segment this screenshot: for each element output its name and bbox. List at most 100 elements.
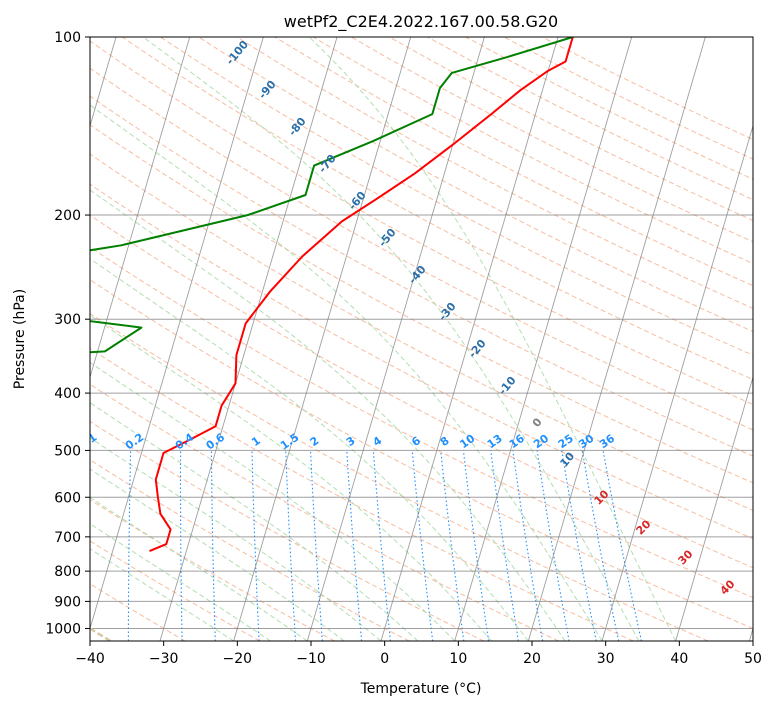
isotherm-line — [159, 37, 338, 641]
mixing-ratio-label: 0.1 — [76, 431, 99, 453]
x-tick-label: 30 — [597, 651, 615, 667]
y-tick-label: 900 — [54, 594, 81, 610]
moist-adiabat-line — [90, 189, 566, 641]
mixing-ratio-line — [512, 450, 544, 641]
dry-adiabat-line — [90, 347, 634, 641]
mixing-ratio-label: 6 — [409, 434, 423, 449]
moist-adiabat-line — [90, 104, 603, 641]
mixing-ratio-label: 0.6 — [204, 430, 228, 452]
mixing-ratio-label: 13 — [485, 432, 505, 451]
isotherm-line — [306, 37, 485, 641]
sounding-series — [90, 37, 574, 553]
mixing-ratio-label: 4 — [370, 434, 384, 449]
moist-adiabat-label: 30 — [676, 547, 696, 567]
moist-adiabat-label: 40 — [718, 577, 738, 597]
mixing-ratio-line — [285, 450, 297, 641]
mixing-ratio-label: 0.4 — [173, 430, 197, 452]
x-tick-label: −10 — [296, 651, 326, 667]
y-tick-label: 200 — [54, 208, 81, 224]
dry-adiabat-line — [273, 37, 753, 287]
mixing-ratio-line — [346, 450, 363, 641]
y-axis-title: Pressure (hPa) — [12, 289, 28, 389]
moist-adiabat-line — [90, 361, 456, 641]
mixing-ratio-line — [309, 450, 323, 641]
x-tick-label: −30 — [149, 651, 179, 667]
dry-adiabat-line — [90, 124, 753, 484]
mixing-ratio-line — [440, 450, 465, 641]
moist-adiabat-label: 20 — [634, 517, 654, 537]
plot-area: -100-90-80-70-60-50-40-30-20-10010102030… — [76, 37, 753, 641]
dry-adiabat-label: -40 — [406, 263, 429, 287]
dry-adiabat-line — [90, 583, 186, 641]
dewpoint-line — [90, 37, 574, 354]
plot-frame — [89, 36, 754, 642]
x-tick-label: 10 — [449, 651, 467, 667]
mixing-ratio-line — [602, 450, 643, 641]
dry-adiabat-line — [426, 37, 753, 201]
x-tick-label: 50 — [744, 651, 762, 667]
dry-adiabat-label: -80 — [286, 115, 309, 139]
dry-adiabat-line — [121, 37, 753, 381]
moist-adiabat-line — [90, 437, 382, 641]
mixing-ratio-label: 1.5 — [278, 431, 301, 453]
dry-adiabat-line — [90, 153, 753, 511]
mixing-ratio-label: 10 — [457, 432, 477, 452]
dry-adiabat-label: -30 — [436, 300, 459, 324]
y-tick-label: 1000 — [45, 621, 81, 637]
dry-adiabat-label: 10 — [557, 449, 577, 469]
dry-adiabat-label: -70 — [316, 152, 339, 176]
isotherms — [90, 37, 753, 641]
isotherm-line — [233, 37, 412, 641]
x-axis-title: Temperature (°C) — [360, 681, 482, 697]
moist-adiabat-line — [90, 468, 345, 641]
pressure-gridlines — [90, 37, 753, 629]
moist-adiabat-line — [308, 37, 677, 641]
mixing-ratio-lines — [127, 450, 643, 641]
dry-adiabat-line — [90, 40, 753, 405]
moist-adiabat-line — [90, 548, 234, 641]
moist-adiabat-line — [90, 402, 419, 641]
dry-adiabat-line — [90, 95, 753, 457]
y-tick-label: 300 — [54, 312, 81, 328]
mixing-ratio-line — [372, 450, 392, 641]
mixing-ratio-line — [462, 450, 490, 641]
mixing-ratio-line — [251, 450, 260, 641]
mixing-ratio-line — [179, 450, 183, 641]
dry-adiabat-line — [90, 499, 335, 641]
isotherm-line — [675, 375, 753, 641]
dry-adiabat-line — [90, 246, 753, 599]
moist-adiabat-line — [90, 523, 271, 641]
isotherm-line — [527, 37, 706, 641]
y-axis: 1000 900 800 700 600 500 400 300 200 100 — [45, 30, 90, 637]
mixing-ratio-label: 3 — [344, 434, 358, 449]
moist-adiabat-line — [90, 258, 529, 641]
isotherm-line — [454, 37, 633, 641]
chart-title: wetPf2_C2E4.2022.167.00.58.G20 — [284, 12, 558, 32]
y-tick-label: 600 — [54, 490, 81, 506]
dry-adiabat-label: 0 — [530, 415, 545, 429]
y-tick-label: 100 — [54, 30, 81, 46]
isotherm-line — [380, 37, 559, 641]
moist-adiabat-line — [90, 314, 492, 641]
x-tick-label: 20 — [523, 651, 541, 667]
y-tick-label: 800 — [54, 564, 81, 580]
isotherm-line — [601, 124, 753, 641]
dry-adiabat-line — [90, 67, 753, 431]
dry-adiabat-label: -100 — [223, 38, 251, 68]
mixing-ratio-label: 30 — [576, 432, 596, 452]
y-tick-label: 400 — [54, 386, 81, 402]
mixing-ratio-label: 16 — [507, 432, 527, 452]
temperature-line — [149, 37, 574, 553]
dry-adiabat-line — [90, 214, 753, 569]
dry-adiabat-label: -10 — [496, 374, 519, 398]
mixing-ratio-line — [490, 450, 519, 641]
isotherm-line — [90, 37, 264, 631]
moist-adiabat-line — [142, 37, 640, 641]
y-tick-label: 700 — [54, 530, 81, 546]
dry-adiabat-line — [90, 420, 485, 641]
dry-adiabat-line — [90, 312, 709, 641]
dry-adiabat-line — [90, 459, 410, 641]
x-tick-label: 40 — [670, 651, 688, 667]
mixing-ratio-line — [411, 450, 434, 641]
